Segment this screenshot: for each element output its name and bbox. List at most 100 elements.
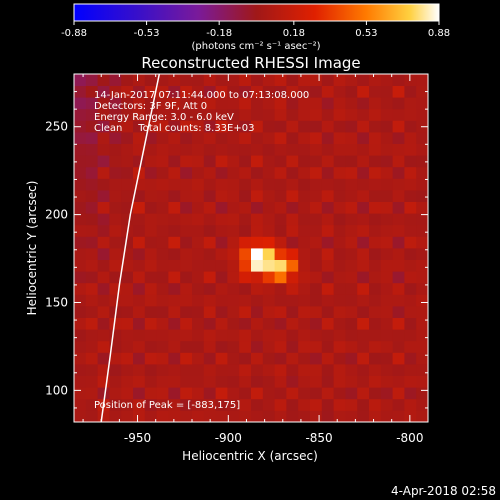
heatmap-cell — [404, 364, 417, 376]
x-tick-label: -900 — [215, 431, 242, 445]
heatmap-cell — [321, 375, 334, 388]
heatmap-cell — [345, 294, 358, 307]
y-tick-label: 250 — [45, 120, 68, 134]
heatmap-cell — [97, 74, 110, 86]
heatmap-cell — [380, 155, 393, 168]
heatmap-cell — [215, 213, 228, 226]
heatmap-cell — [156, 213, 169, 226]
heatmap-cell — [85, 398, 98, 411]
heatmap-cell — [168, 224, 181, 237]
heatmap-cell — [109, 120, 122, 133]
heatmap-cell — [180, 120, 193, 133]
heatmap-cell — [404, 375, 417, 388]
heatmap-cell — [203, 74, 216, 86]
heatmap-cell — [251, 387, 264, 400]
heatmap-cell — [298, 132, 311, 144]
heatmap-cell — [333, 120, 346, 133]
heatmap-cell — [286, 387, 299, 400]
heatmap-cell — [227, 201, 240, 214]
heatmap-cell — [156, 375, 169, 388]
heatmap-cell — [97, 155, 110, 168]
heatmap-cell — [74, 317, 87, 330]
heatmap-cell — [286, 213, 299, 226]
heatmap-cell — [74, 259, 87, 272]
heatmap-cell — [404, 248, 417, 260]
heatmap-cell — [416, 178, 428, 191]
heatmap-cell — [416, 259, 428, 272]
heatmap-cell — [345, 317, 358, 330]
heatmap-cell — [392, 236, 405, 249]
heatmap-cell — [369, 97, 382, 110]
heatmap-cell — [192, 317, 205, 330]
heatmap-cell — [85, 282, 98, 295]
heatmap-cell — [404, 259, 417, 272]
heatmap-cell — [298, 294, 311, 307]
heatmap-cell — [262, 190, 275, 202]
heatmap-cell — [85, 352, 98, 365]
heatmap-cell — [215, 317, 228, 330]
heatmap-cell — [192, 294, 205, 307]
heatmap-cell — [227, 317, 240, 330]
heatmap-cell — [74, 248, 87, 260]
heatmap-cell — [345, 108, 358, 121]
heatmap-cell — [310, 259, 323, 272]
heatmap-cell — [251, 74, 264, 86]
heatmap-cell — [369, 236, 382, 249]
heatmap-cell — [333, 236, 346, 249]
heatmap-cell — [404, 201, 417, 214]
heatmap-cell — [251, 97, 264, 110]
heatmap-cell — [144, 282, 157, 295]
heatmap-cell — [404, 74, 417, 86]
heatmap-cell — [251, 120, 264, 133]
heatmap-cell — [180, 317, 193, 330]
heatmap-cell — [286, 294, 299, 307]
heatmap-cell — [251, 155, 264, 168]
heatmap-cell — [298, 178, 311, 191]
heatmap-cell — [380, 248, 393, 260]
heatmap-cell — [404, 155, 417, 168]
heatmap-cell — [85, 271, 98, 284]
heatmap-cell — [180, 213, 193, 226]
heatmap-cell — [227, 143, 240, 156]
heatmap-cell — [404, 387, 417, 400]
heatmap-cell — [380, 74, 393, 86]
heatmap-cell — [310, 213, 323, 226]
heatmap-cell — [345, 352, 358, 365]
heatmap-cell — [168, 398, 181, 411]
heatmap-cell — [251, 271, 264, 284]
heatmap-cell — [180, 282, 193, 295]
heatmap-cell — [369, 166, 382, 179]
heatmap-cell — [333, 352, 346, 365]
heatmap-cell — [203, 201, 216, 214]
heatmap-cell — [392, 74, 405, 86]
heatmap-cell — [192, 213, 205, 226]
heatmap-cell — [227, 166, 240, 179]
heatmap-cell — [310, 166, 323, 179]
heatmap-cell — [380, 364, 393, 376]
heatmap-cell — [85, 294, 98, 307]
heatmap-cell — [321, 364, 334, 376]
heatmap-cell — [203, 329, 216, 342]
heatmap-cell — [286, 375, 299, 388]
heatmap-cell — [369, 294, 382, 307]
heatmap-cell — [333, 108, 346, 121]
heatmap-cell — [262, 236, 275, 249]
heatmap-cell — [345, 166, 358, 179]
heatmap-cell — [215, 132, 228, 144]
heatmap-cell — [392, 201, 405, 214]
heatmap-cell — [369, 213, 382, 226]
heatmap-cell — [333, 155, 346, 168]
heatmap-cell — [227, 282, 240, 295]
heatmap-cell — [298, 306, 311, 318]
heatmap-cell — [262, 352, 275, 365]
heatmap-cell — [262, 166, 275, 179]
heatmap-cell — [144, 224, 157, 237]
heatmap-cell — [239, 329, 252, 342]
heatmap-cell — [404, 282, 417, 295]
heatmap-cell — [369, 329, 382, 342]
heatmap-cell — [321, 85, 334, 98]
heatmap-cell — [357, 410, 370, 422]
heatmap-cell — [310, 224, 323, 237]
heatmap-cell — [156, 132, 169, 144]
colorbar-tick-label: 0.18 — [283, 28, 305, 39]
